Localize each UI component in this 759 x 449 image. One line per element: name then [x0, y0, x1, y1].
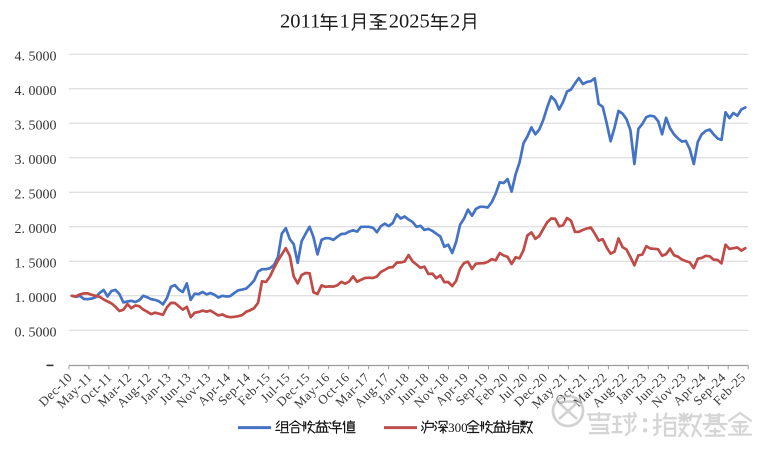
svg-text:1: 1 [340, 11, 350, 33]
svg-text:2011: 2011 [280, 11, 320, 33]
svg-text:4. 5000: 4. 5000 [15, 49, 57, 64]
svg-text:2. 5000: 2. 5000 [15, 187, 57, 202]
svg-text:2025: 2025 [389, 11, 430, 33]
svg-text:1. 5000: 1. 5000 [15, 256, 57, 271]
svg-text:3. 0000: 3. 0000 [15, 153, 57, 168]
svg-text:2: 2 [450, 11, 460, 33]
svg-text:4. 0000: 4. 0000 [15, 84, 57, 99]
svg-text:3. 5000: 3. 5000 [15, 118, 57, 133]
svg-text:0. 5000: 0. 5000 [15, 325, 57, 340]
svg-text:1. 0000: 1. 0000 [15, 291, 57, 306]
svg-text:2. 0000: 2. 0000 [15, 222, 57, 237]
svg-text:300: 300 [448, 420, 468, 435]
